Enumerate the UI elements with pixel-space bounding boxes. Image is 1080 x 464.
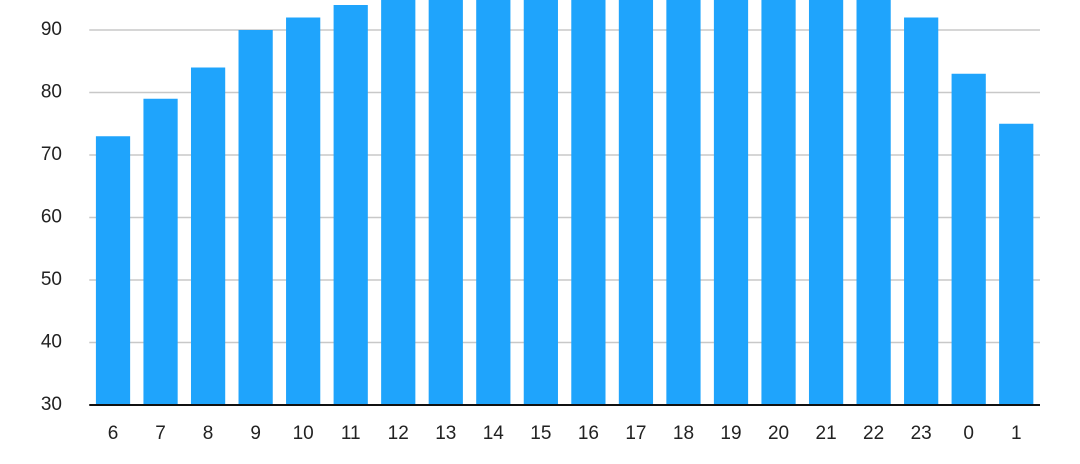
x-tick-label: 0: [963, 423, 974, 444]
bar: [666, 0, 701, 405]
x-tick-label: 20: [768, 423, 789, 444]
y-tick-label: 50: [41, 269, 62, 290]
bar: [761, 0, 796, 405]
bar: [381, 0, 416, 405]
y-tick-label: 60: [41, 207, 62, 228]
bar: [808, 0, 844, 405]
x-tick-label: 7: [155, 423, 166, 444]
bar: [286, 17, 321, 405]
x-tick-label: 21: [816, 423, 837, 444]
bar: [476, 0, 511, 405]
x-tick-label: 11: [341, 423, 361, 444]
x-tick-label: 9: [250, 423, 261, 444]
y-tick-label: 30: [41, 394, 62, 415]
bar: [143, 98, 178, 405]
x-tick-label: 14: [483, 423, 505, 444]
bar: [428, 0, 463, 405]
x-tick-label: 18: [673, 423, 694, 444]
bar: [190, 67, 226, 405]
bar: [618, 0, 654, 405]
y-tick-label: 80: [41, 82, 62, 103]
x-tick-label: 13: [435, 423, 456, 444]
x-tick-label: 1: [1011, 423, 1022, 444]
bar: [999, 123, 1034, 405]
bar: [713, 0, 749, 405]
y-tick-label: 90: [41, 19, 62, 40]
y-tick-label: 40: [41, 332, 62, 353]
x-tick-label: 19: [720, 423, 741, 444]
bar: [904, 17, 939, 405]
x-tick-label: 6: [108, 423, 119, 444]
bar: [95, 136, 131, 405]
x-tick-label: 15: [530, 423, 551, 444]
x-tick-label: 12: [388, 423, 409, 444]
bar: [333, 5, 368, 405]
bar: [238, 30, 273, 405]
x-tick-label: 23: [911, 423, 932, 444]
x-tick-label: 22: [863, 423, 884, 444]
y-tick-label: 70: [41, 144, 62, 165]
bar: [571, 0, 606, 405]
x-tick-label: 10: [293, 423, 314, 444]
bar: [951, 73, 986, 405]
x-tick-label: 8: [203, 423, 214, 444]
bar: [523, 0, 558, 405]
bar: [856, 0, 891, 405]
x-tick-label: 17: [625, 423, 646, 444]
x-tick-label: 16: [578, 423, 599, 444]
